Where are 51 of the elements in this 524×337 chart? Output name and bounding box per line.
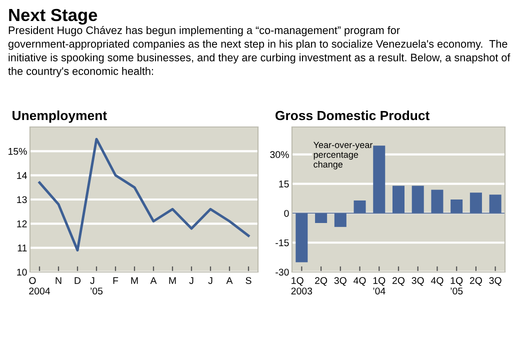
bar xyxy=(450,200,463,214)
x-tick-label: J xyxy=(189,277,194,284)
y-tick-label: 12 xyxy=(17,220,27,228)
y-tick-label: 15 xyxy=(279,180,289,188)
x-tick-label: M xyxy=(131,277,138,284)
x-tick-label: S xyxy=(246,277,252,284)
x-tick-label: A xyxy=(150,277,157,284)
x-tick-label: 1Q ’05 xyxy=(450,277,463,294)
y-tick-label: -15 xyxy=(276,239,289,246)
x-tick-label: 2Q xyxy=(392,277,405,286)
text: President Hugo Chávez has begun implementing a “co-management” program for government-appropriated companies as the next step in his plan to socialize Venezuela's economy. The initiative is spooking some businesses, and they are curbing investment as a result. Below, a snapshot of the country's economic health: xyxy=(8,26,510,78)
y-tick-label: 15% xyxy=(8,148,27,155)
bar xyxy=(431,190,444,214)
y-tick-label: 0 xyxy=(284,210,289,217)
bar xyxy=(315,213,328,224)
x-tick-label: F xyxy=(113,277,118,284)
x-tick-label: 4Q xyxy=(430,277,444,286)
x-tick-label: N xyxy=(56,277,62,284)
chart-title: Unemployment xyxy=(12,110,107,123)
x-tick-label: J ’05 xyxy=(90,277,103,294)
x-tick-label: O 2004 xyxy=(29,277,50,294)
line-series xyxy=(38,138,250,252)
x-tick-label: A xyxy=(226,277,233,284)
x-tick-label: D xyxy=(74,277,81,284)
y-tick-label: -30 xyxy=(276,268,289,276)
y-tick-label: 10 xyxy=(17,268,27,276)
bar xyxy=(412,186,424,214)
y-tick-label: 14 xyxy=(17,172,27,179)
bar xyxy=(296,213,308,262)
bar xyxy=(392,186,405,214)
x-tick-label: 4Q xyxy=(354,277,366,286)
x-tick-label: 3Q xyxy=(334,277,346,286)
bar xyxy=(470,192,482,214)
x-tick-label: 3Q xyxy=(412,277,424,286)
bar xyxy=(489,194,502,214)
text: Next Stage xyxy=(9,8,98,25)
chart-title: Gross Domestic Product xyxy=(276,110,430,120)
y-tick-label: 13 xyxy=(17,196,27,204)
y-tick-label: 30% xyxy=(270,151,289,158)
x-tick-label: J xyxy=(208,277,212,284)
bar xyxy=(373,146,386,214)
bar xyxy=(354,200,366,214)
x-tick-label: 2Q xyxy=(315,277,328,286)
y-tick-label: 11 xyxy=(18,244,27,252)
x-tick-label: 1Q 2003 xyxy=(291,277,312,294)
x-tick-label: M xyxy=(169,277,176,284)
bar xyxy=(334,213,346,227)
x-tick-label: 2Q xyxy=(470,277,482,286)
x-tick-label: 1Q ’04 xyxy=(373,277,386,294)
annotation: Year-over-year percentage change xyxy=(314,142,373,170)
x-tick-label: 3Q xyxy=(489,277,502,286)
